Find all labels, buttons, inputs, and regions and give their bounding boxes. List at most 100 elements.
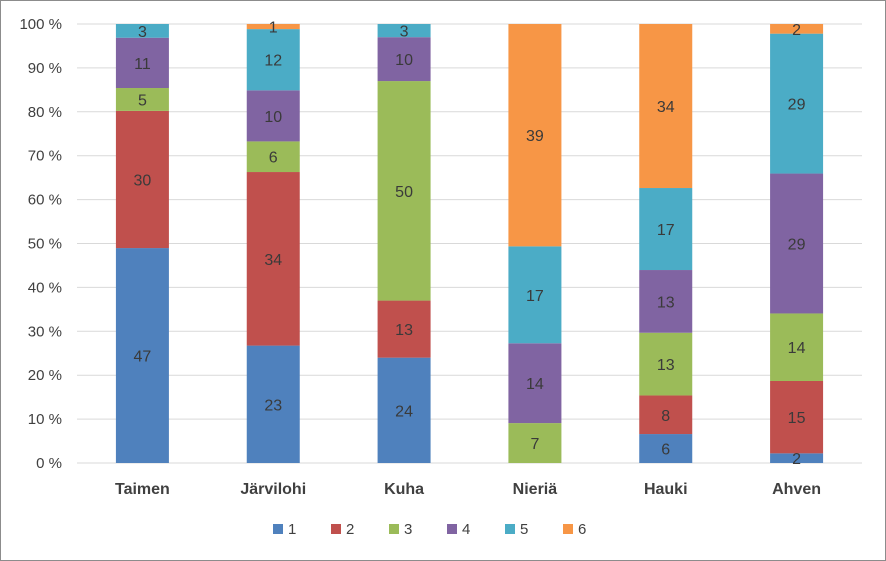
data-label: 14: [526, 376, 544, 393]
bar-segment-hauki-series-5: [639, 188, 693, 271]
gridlines: [77, 23, 862, 464]
bar-segment-ahven-series-3: [770, 313, 824, 381]
y-tick-label: 60 %: [28, 192, 62, 209]
bar-segment-kuha-series-1: [377, 357, 431, 463]
y-tick-label: 80 %: [28, 104, 62, 121]
bar-segment-hauki-series-4: [639, 270, 693, 333]
data-label: 13: [657, 294, 675, 311]
bar-segment-nieriä-series-6: [508, 24, 562, 247]
y-tick-label: 100 %: [19, 16, 62, 33]
bar-segment-järvilohi-series-4: [246, 90, 300, 142]
bar-segment-taimen-series-4: [115, 37, 169, 89]
bar-segment-järvilohi-series-2: [246, 172, 300, 346]
bar-segment-kuha-series-4: [377, 37, 431, 82]
legend-swatch: [331, 524, 341, 534]
data-label: 8: [661, 408, 670, 425]
x-tick-label: Taimen: [115, 481, 170, 498]
bar-segment-järvilohi-series-1: [246, 345, 300, 463]
bar-segment-nieriä-series-5: [508, 246, 562, 344]
bar-segment-järvilohi-series-3: [246, 141, 300, 173]
data-label: 15: [788, 410, 806, 427]
bar-segment-kuha-series-3: [377, 81, 431, 301]
legend-swatch: [273, 524, 283, 534]
data-label: 2: [792, 22, 801, 39]
bar-segment-hauki-series-1: [639, 434, 693, 463]
bar-segment-ahven-series-5: [770, 33, 824, 174]
x-tick-label: Hauki: [644, 481, 688, 498]
data-label: 47: [134, 349, 152, 366]
bar-segment-ahven-series-2: [770, 380, 824, 454]
x-tick-label: Nieriä: [513, 481, 558, 498]
bar-segment-ahven-series-4: [770, 173, 824, 314]
x-tick-label: Järvilohi: [240, 481, 306, 498]
y-tick-label: 20 %: [28, 367, 62, 384]
legend-label: 3: [404, 521, 412, 538]
data-label: 5: [138, 92, 147, 109]
data-label: 13: [395, 322, 413, 339]
data-label: 29: [788, 97, 806, 114]
y-tick-label: 50 %: [28, 236, 62, 253]
bars: [115, 24, 824, 463]
data-label: 29: [788, 237, 806, 254]
data-label: 24: [395, 403, 413, 420]
data-label: 13: [657, 357, 675, 374]
legend-label: 5: [520, 521, 528, 538]
y-tick-label: 30 %: [28, 323, 62, 340]
bar-segment-taimen-series-1: [115, 248, 169, 463]
bar-segment-järvilohi-series-6: [246, 24, 300, 30]
y-tick-label: 40 %: [28, 279, 62, 296]
data-labels: 47 30 5 11 3 23 34 6 10 12 1 24 13 50 10 3 7 14 17 39 6 8 13 13…: [134, 20, 806, 469]
x-axis: Taimen Järvilohi Kuha Nieriä Hauki Ahven: [115, 481, 821, 498]
bar-segment-ahven-series-6: [770, 24, 824, 34]
legend-label: 2: [346, 521, 354, 538]
data-label: 10: [264, 109, 282, 126]
y-tick-label: 90 %: [28, 60, 62, 77]
bar-segment-kuha-series-5: [377, 24, 431, 38]
legend-swatch: [389, 524, 399, 534]
x-tick-label: Kuha: [384, 481, 424, 498]
y-tick-label: 10 %: [28, 411, 62, 428]
data-label: 14: [788, 340, 806, 357]
data-label: 3: [400, 24, 409, 41]
legend-swatch: [505, 524, 515, 534]
data-label: 1: [269, 20, 278, 37]
legend: 1 2 3 4 5 6: [273, 521, 586, 538]
legend-swatch: [447, 524, 457, 534]
y-tick-label: 0 %: [36, 455, 62, 472]
bar-segment-ahven-series-1: [770, 453, 824, 463]
bar-segment-taimen-series-3: [115, 88, 169, 111]
data-label: 7: [530, 436, 539, 453]
data-label: 39: [526, 128, 544, 145]
y-tick-label: 70 %: [28, 148, 62, 165]
data-label: 34: [264, 252, 282, 269]
data-label: 23: [264, 397, 282, 414]
data-label: 50: [395, 184, 413, 201]
data-label: 30: [134, 172, 152, 189]
bar-segment-kuha-series-2: [377, 300, 431, 358]
data-label: 3: [138, 24, 147, 41]
data-label: 6: [269, 150, 278, 167]
x-tick-label: Ahven: [772, 481, 821, 498]
bar-segment-järvilohi-series-5: [246, 29, 300, 91]
legend-label: 4: [462, 521, 470, 538]
data-label: 10: [395, 52, 413, 69]
data-label: 17: [526, 288, 544, 305]
bar-segment-hauki-series-6: [639, 24, 693, 189]
data-label: 6: [661, 442, 670, 459]
data-label: 34: [657, 99, 675, 116]
y-axis: 0 % 10 % 20 % 30 % 40 % 50 % 60 % 70 % 80 % 90 % 1…: [19, 16, 62, 472]
legend-label: 1: [288, 521, 296, 538]
legend-swatch: [563, 524, 573, 534]
bar-segment-taimen-series-5: [115, 24, 169, 38]
bar-segment-nieriä-series-4: [508, 343, 562, 424]
bar-segment-taimen-series-2: [115, 110, 169, 249]
bar-segment-hauki-series-3: [639, 332, 693, 396]
legend-label: 6: [578, 521, 586, 538]
data-label: 17: [657, 222, 675, 239]
data-label: 2: [792, 451, 801, 468]
bar-segment-nieriä-series-3: [508, 423, 562, 463]
bar-segment-hauki-series-2: [639, 395, 693, 435]
data-label: 11: [134, 56, 151, 73]
data-label: 12: [264, 53, 282, 70]
